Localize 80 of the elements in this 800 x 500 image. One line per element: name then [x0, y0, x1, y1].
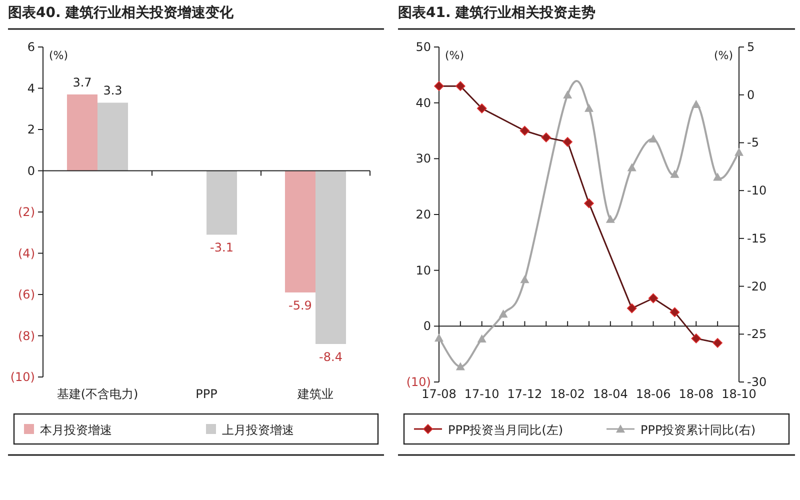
y2-tick-label: -20 [747, 279, 767, 294]
x-tick-label: 基建(不含电力) [56, 387, 138, 401]
y-tick-label: 0 [27, 164, 35, 178]
bar [206, 170, 238, 235]
y-tick-label: 30 [416, 152, 431, 166]
data-label: -5.9 [288, 298, 312, 312]
y2-tick-label: -10 [747, 184, 767, 198]
x-tick-label: 18-10 [722, 387, 756, 401]
data-label: -3.1 [210, 240, 234, 255]
point [606, 214, 615, 223]
point [434, 81, 444, 91]
y-tick-label: (8) [18, 328, 35, 343]
y-tick-label: (4) [18, 246, 35, 260]
y-tick-label: 0 [423, 319, 431, 334]
legend-label: 本月投资增速 [40, 423, 112, 437]
y2-tick-label: -25 [747, 327, 767, 342]
y-tick-label: (6) [18, 288, 35, 302]
x-tick-label: 17-10 [464, 387, 500, 401]
point [562, 137, 572, 147]
y-tick-label: (10) [10, 370, 35, 384]
y2-tick-label: -15 [747, 231, 767, 246]
point [734, 148, 744, 156]
y-tick-label: 2 [27, 122, 35, 136]
legend-label: 上月投资增速 [222, 423, 294, 437]
bar [98, 102, 128, 171]
y2-tick-label: -5 [747, 136, 759, 150]
point [498, 310, 508, 318]
point [520, 126, 530, 136]
point [456, 81, 466, 91]
point [584, 198, 594, 208]
point [541, 132, 552, 142]
y-tick-label: (2) [18, 205, 35, 219]
y2-tick-label: -30 [747, 375, 767, 389]
x-tick-label: 18-04 [592, 387, 628, 401]
x-tick-label: 18-06 [636, 387, 671, 401]
y-tick-label: 20 [416, 208, 431, 222]
point [712, 338, 722, 348]
point [713, 172, 722, 181]
legend-label: PPP投资当月同比(左) [448, 423, 564, 437]
x-tick-label: PPP [196, 387, 218, 401]
x-tick-label: 18-02 [550, 387, 586, 401]
point [563, 90, 572, 98]
title: 图表40. 建筑行业相关投资增速变化 [8, 5, 234, 21]
y-tick-label: 50 [416, 40, 431, 54]
title: 图表41. 建筑行业相关投资走势 [398, 5, 596, 21]
point [584, 104, 594, 112]
bar [316, 170, 346, 344]
point [691, 334, 702, 344]
data-label: 3.7 [72, 75, 92, 90]
legend-label: PPP投资累计同比(右) [640, 423, 756, 437]
x-tick-label: 建筑业 [296, 387, 334, 401]
x-tick-label: 17-12 [507, 387, 542, 401]
point [648, 293, 658, 304]
y2-axis-title: (%) [714, 49, 733, 62]
data-label: 3.3 [103, 84, 122, 98]
y2-tick-label: 0 [747, 88, 755, 102]
x-tick-label: 17-08 [422, 387, 456, 401]
point [670, 170, 680, 178]
y-tick-label: 6 [27, 40, 35, 54]
y-tick-label: (10) [406, 375, 431, 389]
x-tick-label: 18-08 [678, 387, 714, 401]
y-axis-title: (%) [49, 49, 68, 62]
y-axis-title: (%) [445, 49, 464, 62]
bar [66, 94, 98, 171]
data-label: -8.4 [319, 350, 342, 364]
point [456, 362, 465, 370]
point [434, 333, 444, 342]
point [692, 100, 701, 108]
y-tick-label: 10 [416, 263, 431, 278]
point [626, 303, 637, 314]
y-tick-label: 4 [27, 81, 35, 96]
point [477, 334, 486, 343]
point [648, 134, 658, 142]
point [476, 104, 487, 114]
point [670, 307, 680, 318]
point [520, 275, 530, 284]
bar [284, 170, 316, 292]
y2-tick-label: 5 [747, 40, 755, 54]
point [627, 163, 636, 172]
y-tick-label: 40 [416, 96, 431, 110]
